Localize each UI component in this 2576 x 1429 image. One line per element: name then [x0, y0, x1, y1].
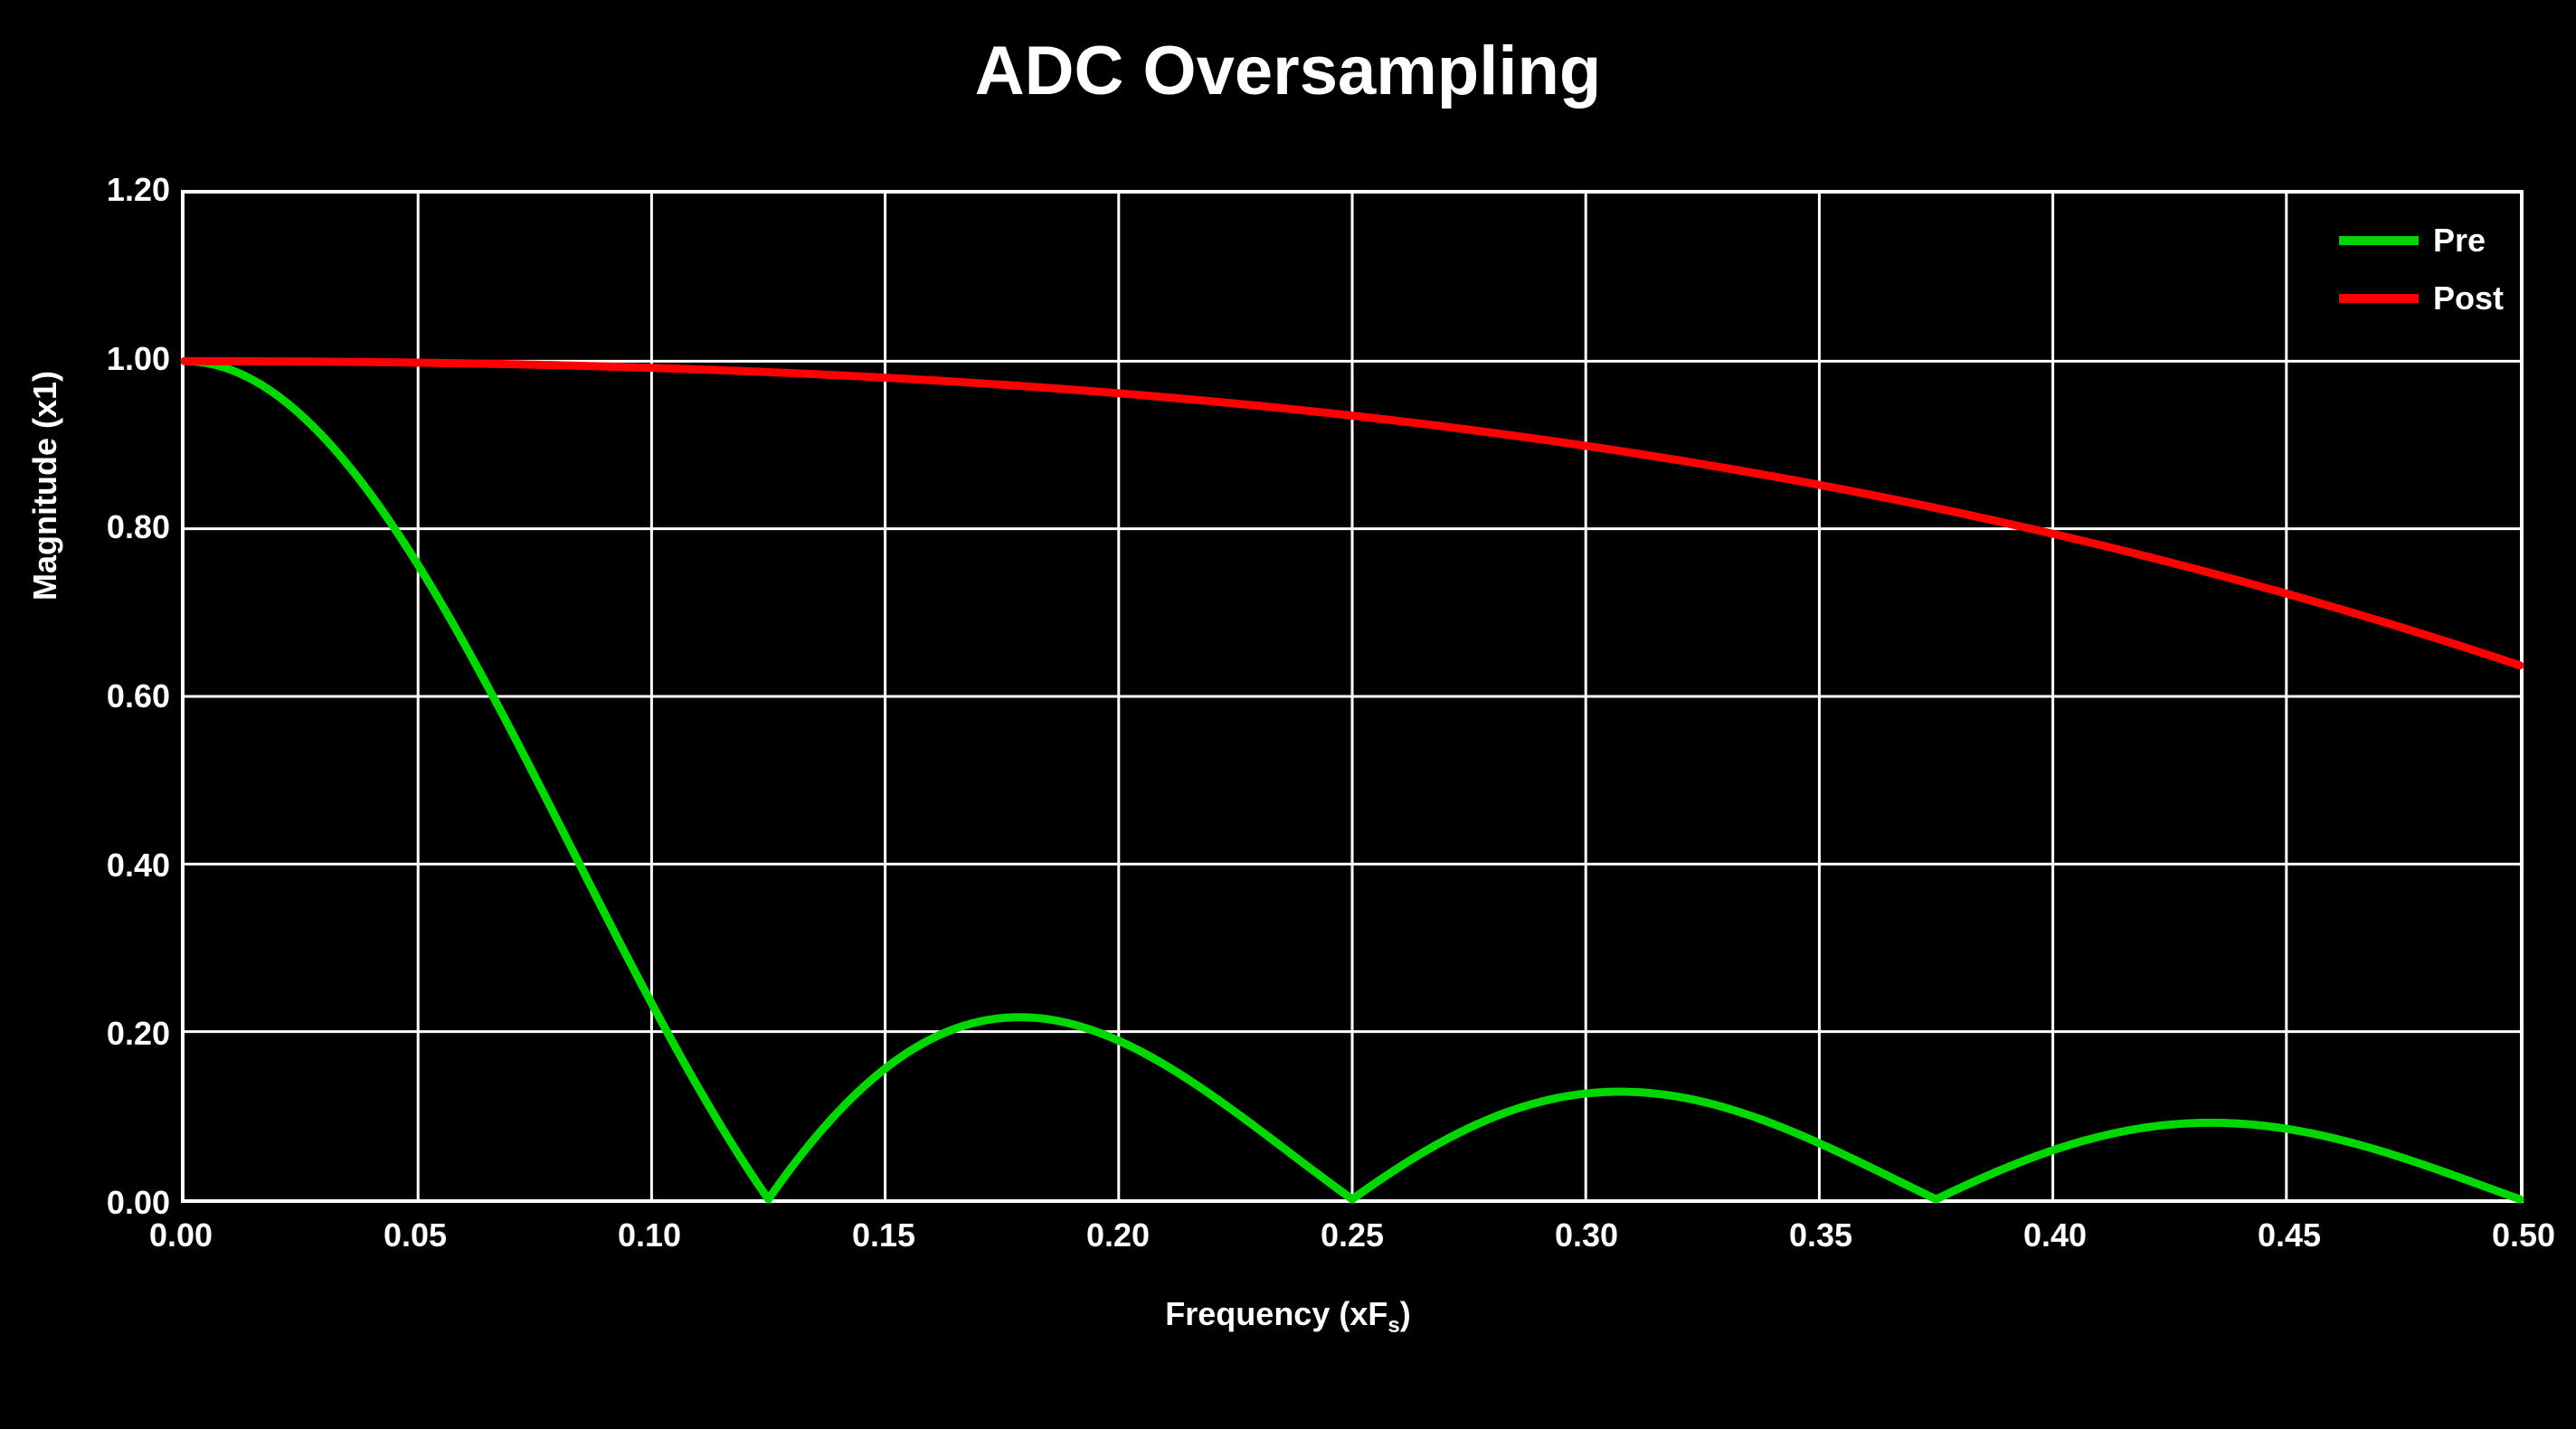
xtick-label: 0.15	[852, 1216, 915, 1254]
legend: Pre Post	[2339, 222, 2504, 337]
ytick-label: 0.20	[80, 1015, 170, 1053]
y-axis-label: Magnitude (x1)	[26, 371, 64, 601]
ytick-label: 0.60	[80, 677, 170, 715]
ytick-label: 0.80	[80, 508, 170, 546]
ytick-label: 0.40	[80, 847, 170, 885]
xtick-label: 0.35	[1789, 1216, 1852, 1254]
chart-container: ADC Oversampling Magnitude (x1) Frequenc…	[0, 0, 2576, 1429]
chart-svg	[185, 194, 2520, 1199]
xtick-label: 0.50	[2492, 1216, 2555, 1254]
ytick-label: 1.20	[80, 171, 170, 209]
legend-item-post: Post	[2339, 279, 2504, 317]
xtick-label: 0.40	[2023, 1216, 2087, 1254]
xtick-label: 0.25	[1321, 1216, 1384, 1254]
xtick-label: 0.30	[1555, 1216, 1618, 1254]
x-axis-label: Frequency (xFs)	[1165, 1295, 1410, 1339]
ytick-label: 1.00	[80, 340, 170, 378]
legend-item-pre: Pre	[2339, 222, 2504, 260]
xtick-label: 0.45	[2258, 1216, 2321, 1254]
xtick-label: 0.00	[149, 1216, 213, 1254]
x-axis-label-text: Frequency (xFs)	[1165, 1295, 1410, 1332]
grid-group	[185, 194, 2520, 1199]
xtick-label: 0.10	[618, 1216, 681, 1254]
chart-title: ADC Oversampling	[975, 32, 1602, 110]
legend-label-post: Post	[2433, 279, 2504, 317]
xtick-label: 0.20	[1086, 1216, 1150, 1254]
xtick-label: 0.05	[384, 1216, 447, 1254]
legend-label-pre: Pre	[2433, 222, 2486, 260]
plot-area	[181, 190, 2524, 1203]
legend-swatch-post	[2339, 294, 2419, 303]
legend-swatch-pre	[2339, 236, 2419, 245]
